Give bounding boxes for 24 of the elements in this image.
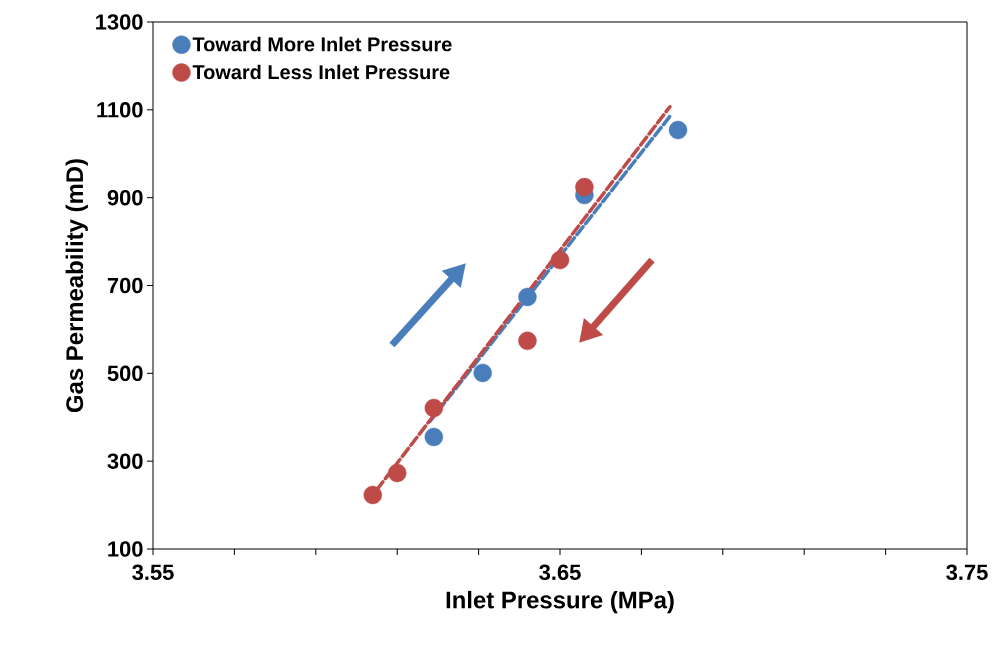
legend-label: Toward Less Inlet Pressure: [192, 64, 450, 80]
y-tick-label: 1100: [97, 102, 143, 118]
y-tick-label: 300: [107, 453, 143, 469]
x-tick-label: 3.65: [539, 564, 581, 581]
point: [473, 363, 492, 383]
point: [518, 287, 537, 307]
x-tick-label: 3.55: [132, 564, 174, 581]
point: [575, 177, 594, 197]
point: [550, 250, 570, 270]
y-tick-label: 100: [108, 541, 143, 557]
point: [424, 398, 444, 418]
legend-label: Toward More Inlet Pressure: [192, 36, 452, 52]
y-tick-label: 900: [107, 189, 143, 206]
x-axis-title: Inlet Pressure (MPa): [446, 590, 674, 614]
x-tick-label: 3.75: [946, 564, 988, 581]
point: [668, 120, 688, 140]
y-tick-label: 500: [107, 365, 143, 382]
point: [388, 463, 407, 483]
point: [363, 485, 382, 505]
point: [424, 427, 444, 447]
y-tick-label: 700: [107, 277, 143, 294]
y-tick-label: 1300: [96, 14, 143, 30]
y-axis-title: Gas Permeability (mD): [65, 159, 88, 413]
point: [518, 331, 537, 351]
